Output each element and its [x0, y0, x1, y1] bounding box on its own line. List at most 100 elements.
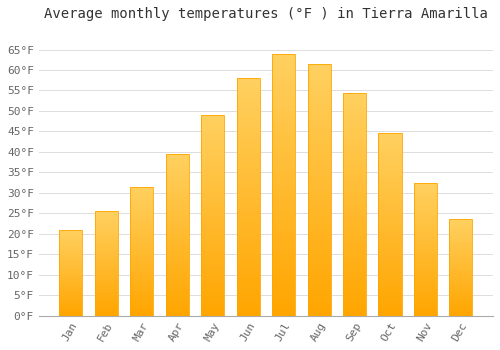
Bar [450, 233, 472, 235]
Bar [308, 255, 330, 260]
Bar [130, 254, 154, 256]
Bar [236, 92, 260, 97]
Bar [308, 185, 330, 190]
Bar [308, 190, 330, 195]
Bar [450, 270, 472, 271]
Bar [201, 275, 224, 280]
Bar [166, 245, 189, 248]
Bar [308, 265, 330, 270]
Bar [166, 228, 189, 232]
Bar [343, 213, 366, 217]
Bar [450, 312, 472, 314]
Bar [308, 235, 330, 240]
Bar [378, 177, 402, 181]
Bar [343, 160, 366, 164]
Bar [201, 195, 224, 199]
Bar [450, 302, 472, 304]
Bar [414, 191, 437, 193]
Bar [60, 266, 82, 267]
Bar [414, 297, 437, 300]
Bar [130, 225, 154, 228]
Bar [60, 264, 82, 266]
Bar [378, 290, 402, 294]
Bar [236, 273, 260, 278]
Bar [201, 256, 224, 259]
Bar [308, 134, 330, 139]
Bar [308, 275, 330, 280]
Bar [95, 293, 118, 295]
Bar [378, 155, 402, 159]
Bar [343, 307, 366, 311]
Bar [166, 180, 189, 183]
Bar [166, 176, 189, 180]
Bar [450, 235, 472, 237]
Bar [414, 286, 437, 289]
Bar [95, 288, 118, 290]
Bar [308, 225, 330, 230]
Bar [450, 262, 472, 264]
Bar [272, 279, 295, 284]
Bar [308, 290, 330, 295]
Bar [236, 220, 260, 225]
Bar [236, 297, 260, 301]
Bar [378, 261, 402, 265]
Bar [236, 135, 260, 140]
Bar [60, 250, 82, 252]
Bar [95, 232, 118, 234]
Bar [378, 275, 402, 279]
Bar [201, 123, 224, 127]
Bar [343, 275, 366, 280]
Bar [450, 267, 472, 270]
Bar [95, 228, 118, 230]
Bar [130, 231, 154, 233]
Bar [236, 287, 260, 292]
Bar [343, 137, 366, 142]
Bar [130, 259, 154, 261]
Bar [378, 214, 402, 217]
Bar [95, 284, 118, 286]
Bar [272, 75, 295, 80]
Bar [60, 295, 82, 297]
Bar [60, 261, 82, 262]
Bar [450, 219, 472, 316]
Bar [60, 300, 82, 302]
Bar [414, 260, 437, 262]
Bar [378, 152, 402, 155]
Bar [343, 97, 366, 101]
Bar [272, 237, 295, 242]
Bar [60, 281, 82, 283]
Bar [450, 264, 472, 266]
Bar [308, 210, 330, 215]
Bar [95, 243, 118, 245]
Bar [95, 286, 118, 288]
Bar [308, 114, 330, 119]
Bar [60, 299, 82, 300]
Bar [343, 271, 366, 275]
Bar [60, 240, 82, 242]
Bar [130, 215, 154, 218]
Bar [130, 274, 154, 277]
Bar [236, 83, 260, 88]
Bar [95, 309, 118, 312]
Bar [166, 270, 189, 274]
Bar [414, 289, 437, 292]
Bar [272, 289, 295, 295]
Bar [272, 164, 295, 169]
Bar [308, 250, 330, 255]
Bar [60, 262, 82, 264]
Bar [130, 212, 154, 215]
Bar [236, 202, 260, 206]
Bar [201, 207, 224, 211]
Bar [272, 211, 295, 216]
Bar [201, 284, 224, 288]
Bar [378, 195, 402, 199]
Bar [450, 219, 472, 221]
Bar [343, 302, 366, 307]
Bar [378, 210, 402, 214]
Bar [166, 251, 189, 254]
Bar [308, 205, 330, 210]
Bar [60, 310, 82, 312]
Bar [343, 102, 366, 106]
Bar [308, 301, 330, 306]
Bar [130, 303, 154, 305]
